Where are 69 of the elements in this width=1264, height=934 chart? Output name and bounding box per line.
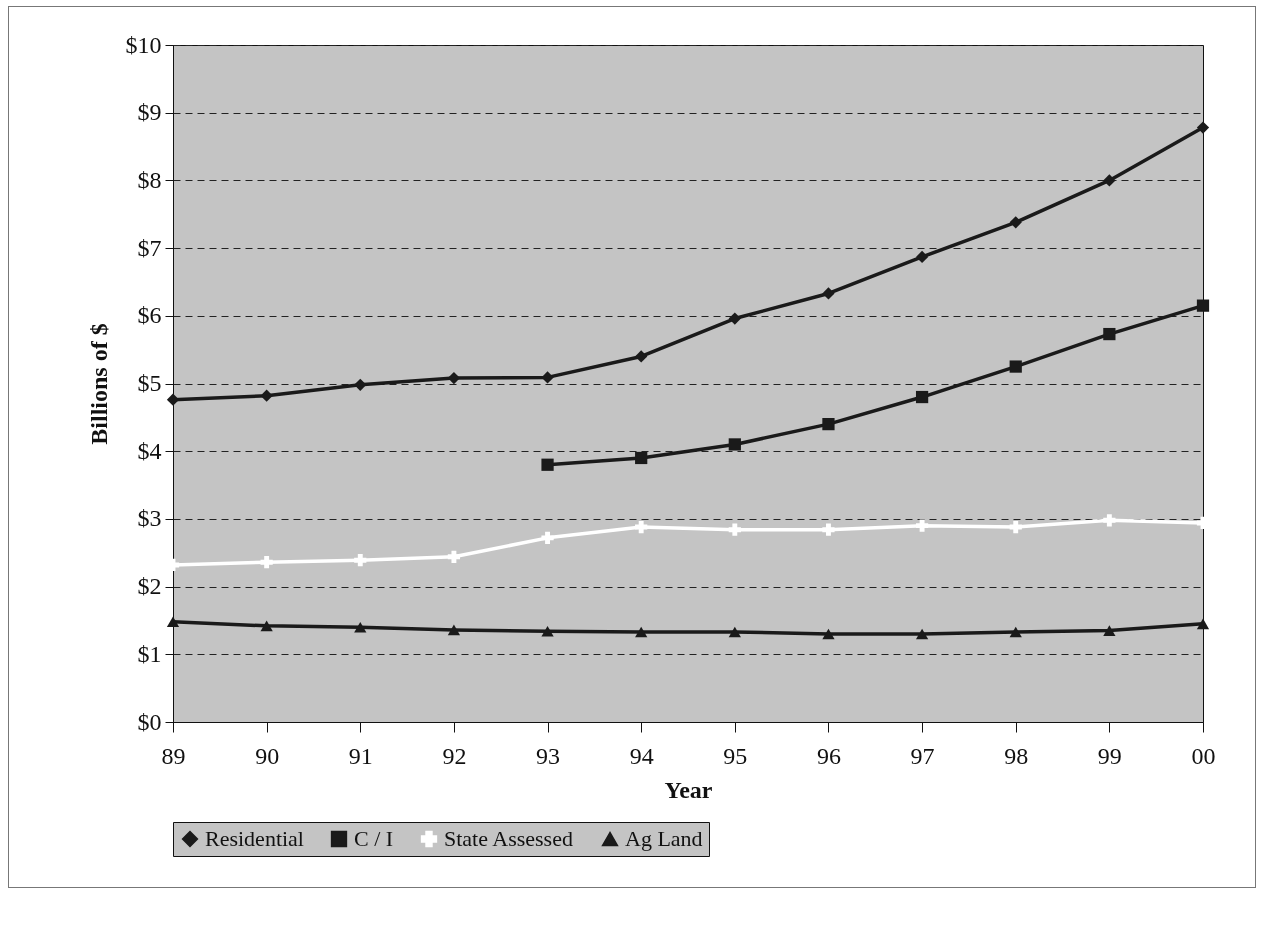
y-tick-label: $1 [137,640,162,667]
y-tick-label: $3 [137,505,162,532]
point [1009,216,1022,229]
point [166,616,180,628]
y-tick-label: $4 [137,437,162,464]
x-tick-label: 92 [442,742,467,769]
point [1103,625,1116,636]
y-tick-label: $5 [137,370,162,396]
legend-label: Residential [205,826,304,851]
point [1009,520,1022,534]
point [915,519,929,532]
legend-label: C / I [354,826,394,851]
y-tick-label: $0 [137,708,162,735]
point [915,628,929,640]
point [728,626,741,638]
point [1103,514,1116,527]
point [166,393,180,406]
point [915,250,929,264]
x-tick-label: 00 [1191,742,1216,769]
x-axis-title: Year [664,776,713,803]
point [541,531,554,544]
x-tick-label: 94 [629,742,654,769]
point [1009,360,1022,373]
point [447,624,461,636]
point [541,458,554,471]
point [1196,121,1210,134]
point [635,350,648,363]
x-tick-label: 91 [348,742,373,769]
y-tick-label: $2 [137,573,162,600]
x-tick-label: 95 [723,742,748,769]
y-tick-label: $6 [137,302,162,329]
point [728,438,741,451]
point [822,287,835,300]
x-tick-label: 97 [910,742,935,769]
point [728,523,741,536]
x-tick-label: 89 [161,742,186,769]
point [635,451,648,465]
x-tick-label: 98 [1004,742,1029,769]
y-tick-label: $9 [137,99,162,126]
point [822,628,835,640]
point [635,626,648,638]
y-tick-label: $8 [137,166,162,193]
point [541,625,554,637]
x-tick-label: 90 [255,742,280,769]
legend-label: Ag Land [625,826,703,851]
point [447,550,461,563]
x-tick-label: 93 [536,742,561,769]
y-tick-label: $10 [125,31,162,58]
point [447,371,461,385]
y-axis-title: Billions of $ [85,323,112,445]
point [1196,618,1210,630]
point [354,554,367,567]
x-tick-label: 96 [816,742,841,769]
point [915,390,929,404]
point [1103,174,1116,187]
point [822,418,835,431]
point [1009,626,1022,638]
legend-label: State Assessed [444,826,573,851]
point [354,621,367,633]
y-tick-label: $7 [137,234,162,261]
point [1196,299,1210,312]
point [1103,327,1116,341]
point [635,520,648,534]
point [260,620,273,632]
x-tick-label: 99 [1097,742,1122,769]
point [728,312,741,325]
point [260,389,273,402]
point [260,556,273,569]
point [822,523,835,536]
